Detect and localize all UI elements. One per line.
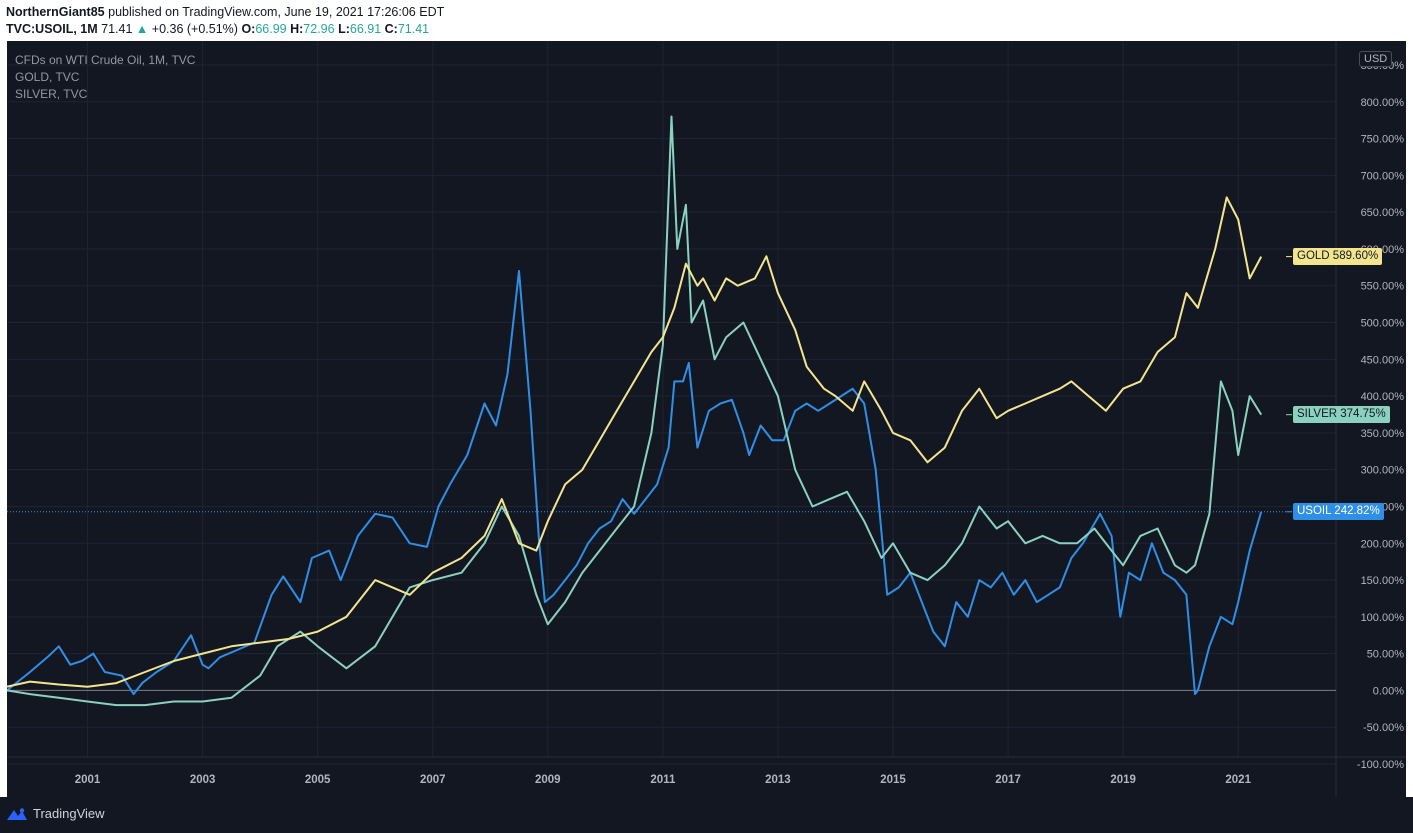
open-label: O: xyxy=(241,22,256,36)
y-tick-label: 750.00% xyxy=(1361,134,1405,146)
series-line-usoil xyxy=(7,270,1263,696)
y-tick-label: 800.00% xyxy=(1361,97,1405,109)
publish-header: NorthernGiant85 published on TradingView… xyxy=(0,0,1413,40)
footer-bar: TradingView xyxy=(0,797,1413,833)
high-value: 72.96 xyxy=(303,22,335,36)
series-legend: CFDs on WTI Crude Oil, 1M, TVC GOLD, TVC… xyxy=(15,52,195,103)
close-label: C: xyxy=(384,22,398,36)
gold-price-tag: GOLD 589.60% xyxy=(1293,247,1383,265)
usoil-tag-value: 242.82% xyxy=(1334,504,1380,517)
last-price: 71.41 xyxy=(101,22,133,36)
x-tick-label: 2011 xyxy=(650,774,676,786)
high-label: H: xyxy=(290,22,304,36)
series-line-silver xyxy=(7,115,1263,707)
y-tick-label: 50.00% xyxy=(1367,649,1405,661)
y-tick-label: 350.00% xyxy=(1361,428,1405,440)
change-arrow-icon: ▲ xyxy=(135,22,149,36)
publish-line: NorthernGiant85 published on TradingView… xyxy=(6,5,444,19)
open-value: 66.99 xyxy=(255,22,287,36)
ohlc-line: TVC:USOIL, 1M 71.41 ▲ +0.36 (+0.51%) O:6… xyxy=(6,22,429,36)
x-tick-label: 2017 xyxy=(995,774,1021,786)
y-tick-label: 650.00% xyxy=(1361,207,1405,219)
legend-silver[interactable]: SILVER, TVC xyxy=(15,87,88,101)
silver-tag-value: 374.75% xyxy=(1340,407,1386,420)
legend-gold[interactable]: GOLD, TVC xyxy=(15,70,80,84)
low-label: L: xyxy=(338,22,350,36)
gold-tag-value: 589.60% xyxy=(1332,249,1379,262)
x-tick-label: 2021 xyxy=(1225,774,1251,786)
symbol-name: TVC:USOIL, 1M xyxy=(6,22,98,36)
chart-pane[interactable]: 850.00%800.00%750.00%700.00%650.00%600.0… xyxy=(7,41,1406,797)
currency-badge[interactable]: USD xyxy=(1359,51,1393,67)
publish-text: published on TradingView.com, June 19, 2… xyxy=(108,5,445,19)
y-tick-label: 450.00% xyxy=(1361,354,1405,366)
author-name[interactable]: NorthernGiant85 xyxy=(6,5,105,19)
y-tick-label: 100.00% xyxy=(1361,612,1405,624)
series-line-gold xyxy=(7,196,1263,688)
x-tick-label: 2015 xyxy=(880,774,906,786)
x-tick-label: 2009 xyxy=(535,774,561,786)
y-tick-label: 550.00% xyxy=(1361,281,1405,293)
tradingview-logo[interactable]: TradingView xyxy=(6,806,105,821)
x-tick-label: 2005 xyxy=(305,774,331,786)
x-tick-label: 2003 xyxy=(190,774,216,786)
silver-price-tag: SILVER 374.75% xyxy=(1293,405,1390,423)
usoil-price-tag: USOIL 242.82% xyxy=(1293,502,1384,520)
y-tick-label: 300.00% xyxy=(1361,465,1405,477)
x-tick-label: 2007 xyxy=(420,774,446,786)
price-change: +0.36 (+0.51%) xyxy=(151,22,238,36)
y-tick-label: -50.00% xyxy=(1363,722,1404,734)
chart-canvas[interactable]: 850.00%800.00%750.00%700.00%650.00%600.0… xyxy=(7,41,1406,797)
y-tick-label: 0.00% xyxy=(1373,685,1404,697)
low-value: 66.91 xyxy=(349,22,382,36)
y-tick-label: 150.00% xyxy=(1361,575,1405,587)
y-tick-label: -100.00% xyxy=(1357,759,1404,771)
gold-tag-name: GOLD xyxy=(1297,249,1330,262)
y-tick-label: 700.00% xyxy=(1361,170,1405,182)
x-tick-label: 2001 xyxy=(75,774,101,786)
legend-usoil[interactable]: CFDs on WTI Crude Oil, 1M, TVC xyxy=(15,53,196,67)
y-tick-label: 500.00% xyxy=(1361,318,1405,330)
y-tick-label: 200.00% xyxy=(1361,538,1405,550)
x-tick-label: 2019 xyxy=(1110,774,1136,786)
tradingview-icon xyxy=(7,807,27,820)
x-tick-label: 2013 xyxy=(765,774,791,786)
silver-tag-name: SILVER xyxy=(1297,407,1338,420)
close-value: 71.41 xyxy=(397,22,430,36)
y-tick-label: 400.00% xyxy=(1361,391,1405,403)
tradingview-brand: TradingView xyxy=(33,806,105,821)
usoil-tag-name: USOIL xyxy=(1297,504,1332,517)
